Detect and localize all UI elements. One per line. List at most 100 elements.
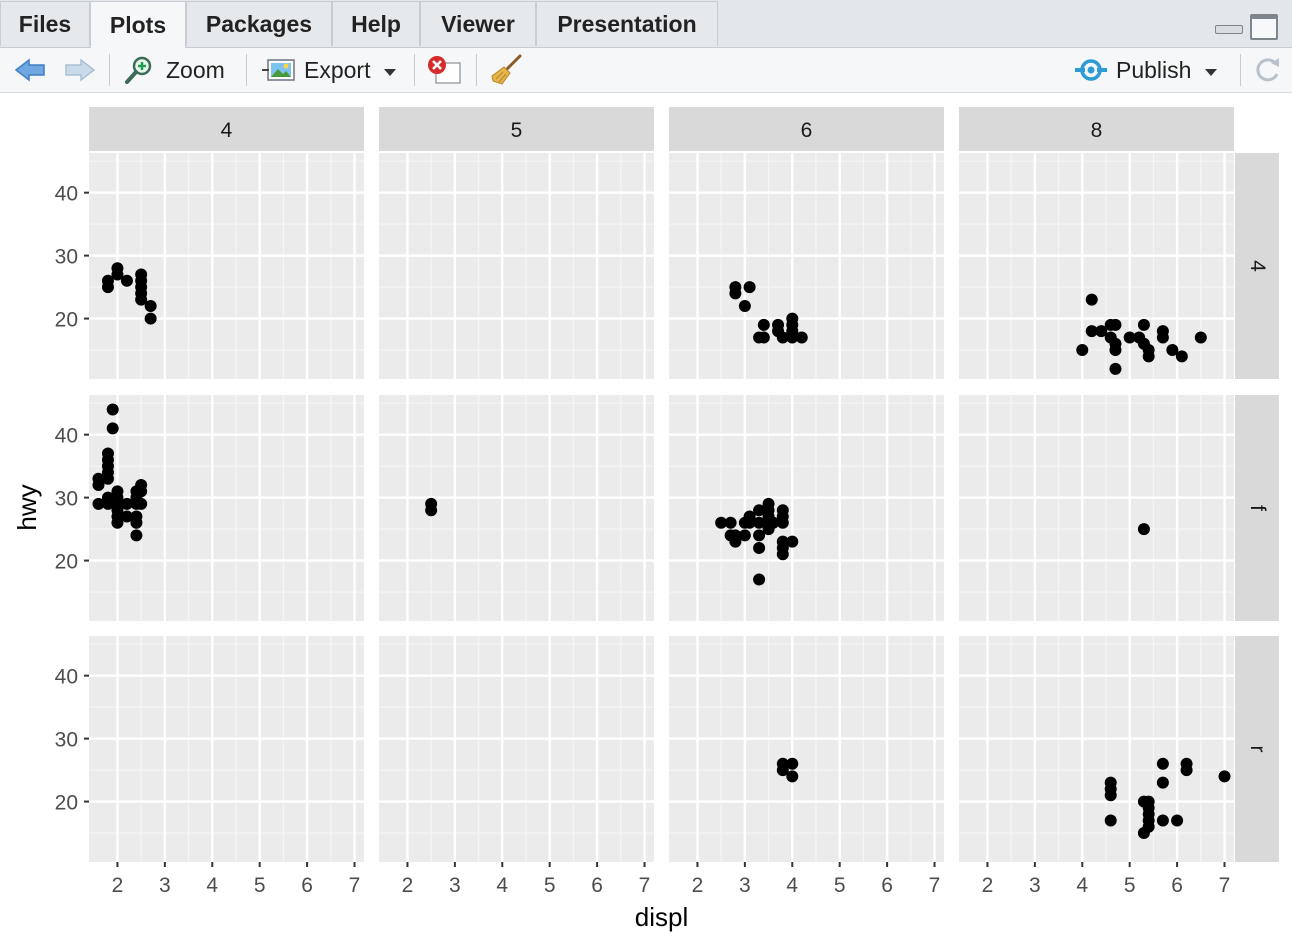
- tab-presentation[interactable]: Presentation: [536, 1, 718, 46]
- data-point: [120, 274, 133, 287]
- y-tick-label: 20: [55, 792, 78, 815]
- x-tick-label: 6: [881, 874, 893, 897]
- panel-background: [379, 395, 654, 621]
- maximize-pane-button[interactable]: [1250, 14, 1278, 40]
- x-tick-label: 7: [1219, 874, 1231, 897]
- data-point: [92, 479, 105, 492]
- data-point: [1137, 318, 1150, 331]
- toolbar-separator: [246, 54, 247, 86]
- panel-background: [669, 153, 944, 379]
- x-tick-label: 4: [786, 874, 798, 897]
- data-point: [738, 299, 751, 312]
- facet-panel: [959, 395, 1234, 621]
- refresh-button[interactable]: [1252, 48, 1282, 92]
- forward-button[interactable]: [64, 48, 96, 92]
- y-axis-title: hwy: [12, 484, 42, 530]
- data-point: [1171, 814, 1184, 827]
- data-point: [776, 548, 789, 561]
- minimize-pane-button[interactable]: [1214, 14, 1243, 36]
- zoom-icon: [125, 56, 152, 84]
- data-point: [743, 281, 756, 294]
- data-point: [753, 541, 766, 554]
- y-tick-label: 40: [55, 183, 78, 206]
- data-point: [753, 573, 766, 586]
- tab-viewer[interactable]: Viewer: [420, 1, 536, 46]
- data-point: [130, 529, 143, 542]
- data-point: [101, 472, 114, 485]
- x-tick-label: 6: [301, 874, 313, 897]
- data-point: [1137, 523, 1150, 536]
- publish-button[interactable]: Publish: [1074, 48, 1218, 92]
- remove-plot-button[interactable]: [426, 48, 462, 92]
- data-point: [753, 529, 766, 542]
- column-strip: [89, 107, 364, 151]
- data-point: [1156, 331, 1169, 344]
- x-tick-label: 4: [496, 874, 508, 897]
- export-label: Export: [304, 56, 371, 83]
- facet-panel: [959, 153, 1234, 379]
- x-tick-label: 5: [834, 874, 846, 897]
- data-point: [743, 516, 756, 529]
- x-tick-label: 2: [982, 874, 994, 897]
- y-tick-label: 30: [55, 488, 78, 511]
- facet-panel: [89, 636, 364, 862]
- panel-background: [379, 153, 654, 379]
- data-point: [738, 529, 751, 542]
- data-point: [111, 516, 124, 529]
- facet-panel: [669, 153, 944, 379]
- panel-background: [89, 153, 364, 379]
- column-strip: [669, 107, 944, 151]
- tab-packages[interactable]: Packages: [186, 1, 332, 46]
- forward-arrow-icon: [65, 58, 96, 82]
- tab-files[interactable]: Files: [0, 1, 90, 46]
- x-tick-label: 2: [112, 874, 124, 897]
- data-point: [1085, 293, 1098, 306]
- panel-background: [959, 153, 1234, 379]
- clear-all-plots-button[interactable]: [490, 48, 524, 92]
- column-strip-label: 8: [1091, 119, 1103, 142]
- x-tick-label: 3: [159, 874, 171, 897]
- data-point: [1109, 344, 1122, 357]
- data-point: [1085, 325, 1098, 338]
- data-point: [729, 535, 742, 548]
- chevron-down-icon: [384, 68, 397, 76]
- broom-icon: [491, 54, 522, 85]
- data-point: [786, 757, 799, 770]
- data-point: [1142, 350, 1155, 363]
- data-point: [757, 318, 770, 331]
- data-point: [1218, 770, 1231, 783]
- data-point: [106, 422, 119, 435]
- y-tick-label: 30: [55, 729, 78, 752]
- y-tick-label: 20: [55, 309, 78, 332]
- export-menu-button[interactable]: Export: [262, 48, 397, 92]
- data-point: [776, 331, 789, 344]
- column-strip-label: 5: [511, 119, 523, 142]
- data-point: [425, 504, 438, 517]
- x-tick-label: 7: [639, 874, 651, 897]
- data-point: [101, 497, 114, 510]
- facet-panel: [379, 395, 654, 621]
- x-tick-label: 2: [402, 874, 414, 897]
- facet-panel: [379, 636, 654, 862]
- x-tick-label: 2: [692, 874, 704, 897]
- panel-background: [669, 636, 944, 862]
- toolbar-separator: [1240, 54, 1241, 86]
- export-image-icon: [262, 59, 295, 81]
- x-tick-label: 7: [349, 874, 361, 897]
- x-tick-label: 5: [1124, 874, 1136, 897]
- data-point: [1156, 776, 1169, 789]
- data-point: [135, 485, 148, 498]
- zoom-button[interactable]: Zoom: [124, 48, 225, 92]
- x-tick-label: 3: [1029, 874, 1041, 897]
- x-tick-label: 3: [449, 874, 461, 897]
- toolbar-separator: [414, 54, 415, 86]
- column-strip: [959, 107, 1234, 151]
- data-point: [776, 516, 789, 529]
- data-point: [135, 293, 148, 306]
- back-button[interactable]: [14, 48, 46, 92]
- tab-plots[interactable]: Plots: [90, 1, 186, 48]
- data-point: [1175, 350, 1188, 363]
- x-tick-label: 4: [1076, 874, 1088, 897]
- tab-help[interactable]: Help: [332, 1, 420, 46]
- data-point: [144, 299, 157, 312]
